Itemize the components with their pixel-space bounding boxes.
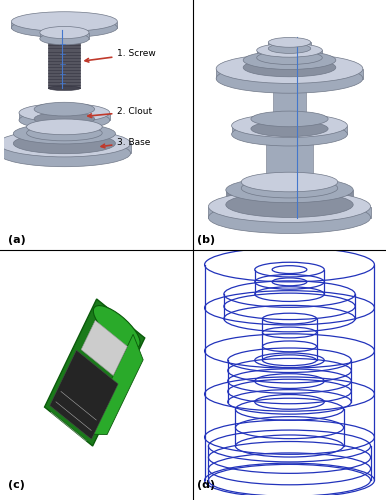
FancyBboxPatch shape	[48, 40, 80, 88]
Text: (c): (c)	[8, 480, 25, 490]
FancyBboxPatch shape	[268, 42, 311, 48]
FancyBboxPatch shape	[257, 50, 322, 58]
Text: 1. Screw: 1. Screw	[85, 50, 156, 62]
FancyBboxPatch shape	[40, 32, 89, 38]
Ellipse shape	[241, 172, 338, 192]
Ellipse shape	[241, 178, 338, 198]
Ellipse shape	[27, 119, 102, 134]
FancyBboxPatch shape	[27, 127, 102, 133]
Ellipse shape	[55, 106, 74, 112]
Text: 2. Clout: 2. Clout	[88, 107, 152, 118]
Text: (a): (a)	[8, 235, 25, 245]
Ellipse shape	[13, 133, 115, 154]
Ellipse shape	[268, 38, 311, 48]
FancyBboxPatch shape	[208, 206, 371, 218]
Ellipse shape	[40, 26, 89, 38]
Ellipse shape	[251, 121, 328, 136]
FancyBboxPatch shape	[241, 182, 338, 188]
Ellipse shape	[47, 124, 81, 130]
FancyBboxPatch shape	[19, 113, 110, 120]
FancyBboxPatch shape	[13, 134, 115, 143]
Ellipse shape	[257, 51, 322, 64]
FancyBboxPatch shape	[226, 190, 353, 204]
Ellipse shape	[208, 190, 371, 222]
Ellipse shape	[243, 51, 336, 70]
Polygon shape	[85, 334, 143, 434]
Ellipse shape	[243, 58, 336, 77]
Ellipse shape	[208, 202, 371, 234]
Ellipse shape	[268, 44, 311, 54]
Ellipse shape	[34, 102, 95, 116]
FancyBboxPatch shape	[251, 119, 328, 128]
Ellipse shape	[46, 119, 83, 128]
Ellipse shape	[40, 32, 89, 45]
Ellipse shape	[48, 37, 80, 42]
FancyBboxPatch shape	[216, 68, 363, 78]
Ellipse shape	[12, 12, 117, 32]
Ellipse shape	[273, 81, 306, 88]
Ellipse shape	[278, 116, 301, 121]
Ellipse shape	[216, 54, 363, 84]
Ellipse shape	[266, 134, 313, 143]
FancyBboxPatch shape	[0, 144, 130, 153]
Ellipse shape	[93, 306, 140, 348]
FancyBboxPatch shape	[34, 109, 95, 119]
FancyBboxPatch shape	[243, 60, 336, 68]
Ellipse shape	[216, 64, 363, 93]
Ellipse shape	[12, 18, 117, 38]
Ellipse shape	[251, 111, 328, 127]
Ellipse shape	[27, 125, 102, 141]
Ellipse shape	[13, 124, 115, 144]
Text: 3. Base: 3. Base	[101, 138, 151, 148]
Ellipse shape	[48, 86, 80, 90]
FancyBboxPatch shape	[46, 123, 83, 130]
Ellipse shape	[226, 177, 353, 203]
Ellipse shape	[46, 125, 83, 134]
FancyBboxPatch shape	[12, 22, 117, 28]
Ellipse shape	[232, 122, 347, 146]
Ellipse shape	[0, 140, 130, 166]
FancyBboxPatch shape	[266, 138, 313, 182]
Ellipse shape	[34, 112, 95, 126]
FancyBboxPatch shape	[232, 126, 347, 134]
Ellipse shape	[257, 44, 322, 57]
Ellipse shape	[0, 130, 130, 157]
Ellipse shape	[19, 111, 110, 130]
Ellipse shape	[226, 192, 353, 218]
Ellipse shape	[232, 114, 347, 138]
Polygon shape	[81, 320, 127, 376]
Polygon shape	[19, 260, 178, 480]
Text: (b): (b)	[197, 235, 215, 245]
Ellipse shape	[19, 104, 110, 122]
FancyBboxPatch shape	[273, 84, 306, 119]
Text: (d): (d)	[197, 480, 215, 490]
Polygon shape	[44, 299, 145, 446]
Polygon shape	[50, 350, 118, 439]
